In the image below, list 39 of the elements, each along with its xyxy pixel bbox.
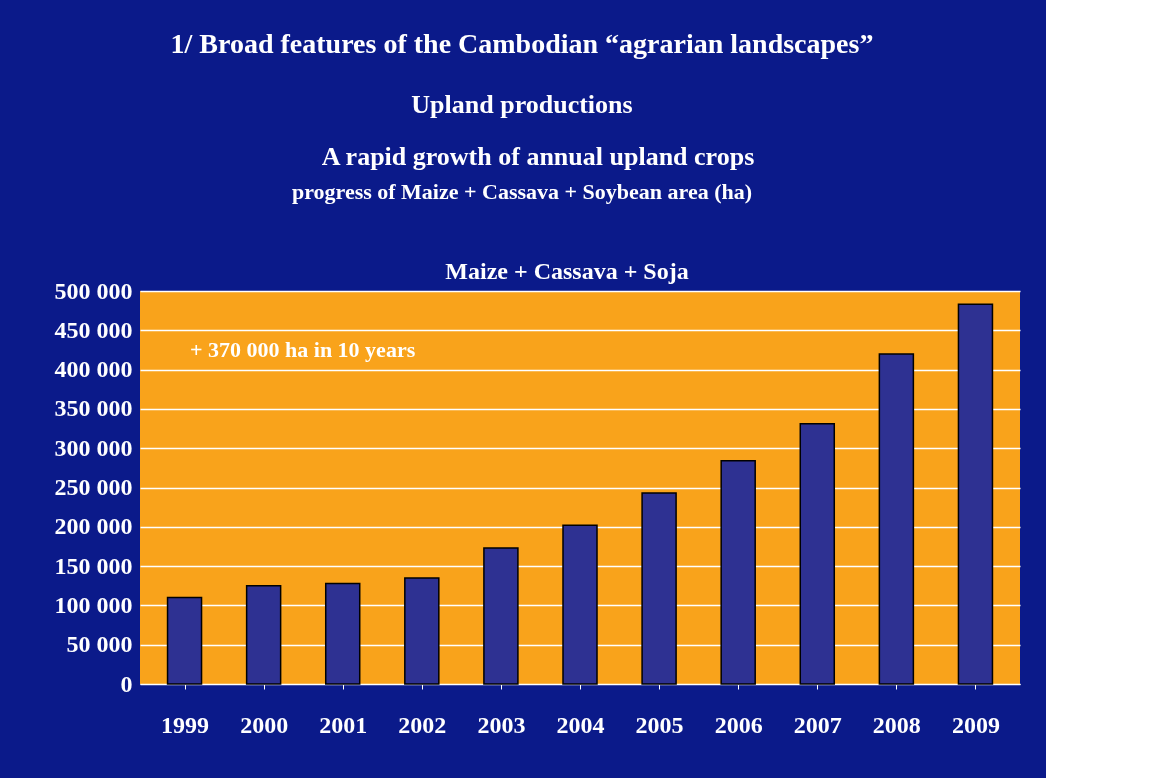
y-tick-label: 150 000	[54, 552, 133, 579]
y-tick-label: 0	[120, 670, 133, 697]
y-tick-label: 100 000	[54, 591, 133, 618]
bar	[641, 492, 677, 685]
x-tick-label: 2003	[477, 711, 526, 738]
chart-subtitle: Upland productions	[411, 90, 633, 119]
x-tick-label: 2009	[951, 711, 1000, 738]
y-tick-label: 500 000	[54, 277, 133, 304]
bar	[562, 524, 598, 685]
bar	[166, 596, 203, 685]
x-tick-label: 2004	[556, 711, 605, 738]
bar	[324, 582, 361, 685]
bar	[720, 460, 756, 685]
x-tick-label: 2000	[240, 711, 289, 738]
bar	[799, 423, 836, 685]
bar	[878, 353, 915, 685]
y-tick-label: 350 000	[54, 395, 133, 422]
bar	[404, 577, 440, 685]
y-tick-label: 400 000	[54, 356, 133, 383]
bar	[245, 585, 282, 685]
text: progress of Maize + Cassava + Soybean area (ha)	[291, 179, 753, 204]
x-tick-label: 1999	[161, 711, 210, 738]
bar	[957, 303, 994, 685]
x-tick-label: 2008	[872, 711, 921, 738]
y-tick-label: 250 000	[54, 474, 133, 500]
y-tick-label: 300 000	[54, 434, 133, 461]
y-tick-label: 450 000	[54, 316, 133, 343]
x-tick-label: 2007	[793, 711, 842, 738]
x-tick-label: 2002	[398, 711, 447, 738]
annotation: + 370 000 ha in 10 years	[190, 337, 416, 362]
bar	[483, 547, 519, 685]
chart-title: 1/ Broad features of the Cambodian “agrarian landscapes”	[170, 28, 874, 59]
text: A rapid growth of annual upland crops	[321, 142, 755, 171]
x-tick-label: 2001	[319, 711, 368, 738]
x-tick-label: 2006	[714, 711, 763, 738]
text: Maize + Cassava + Soja	[445, 258, 689, 284]
y-tick-label: 50 000	[66, 631, 133, 658]
x-tick-label: 2005	[635, 711, 684, 738]
y-tick-label: 200 000	[54, 513, 133, 540]
